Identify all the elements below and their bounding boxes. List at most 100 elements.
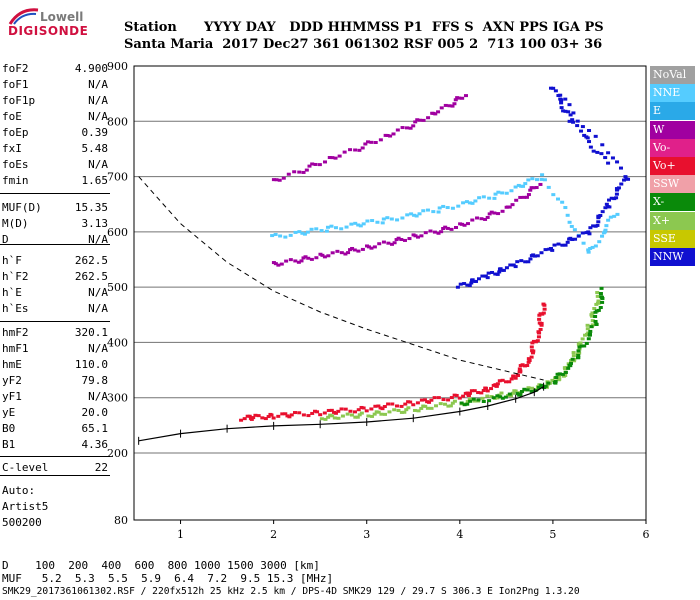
trace-point-x- (529, 389, 534, 393)
trace-point-w (453, 98, 458, 102)
trace-point-vo- (352, 410, 357, 414)
param-row-fof1: foF1 N/A (2, 78, 108, 93)
trace-point-vo- (394, 404, 399, 408)
trace-point-vo- (242, 417, 247, 421)
trace-point-w (297, 170, 302, 174)
trace-point-x- (550, 378, 555, 382)
trace-point-nne (593, 244, 598, 248)
trace-point-vo- (467, 391, 472, 395)
trace-point-nnw (563, 109, 568, 113)
trace-point-vo- (466, 394, 471, 398)
param-name: fmin (2, 174, 29, 187)
lowell-digisonde-logo: Lowell DIGISONDE (4, 4, 119, 52)
trace-point-x- (330, 414, 335, 418)
trace-point-w (346, 251, 351, 255)
trace-point-nne (612, 214, 617, 218)
trace-point-nnw (556, 242, 561, 246)
trace-point-x- (563, 370, 568, 374)
trace-point-vo- (541, 311, 546, 315)
param-row-h-f: h`F 262.5 (2, 254, 108, 269)
trace-point-x- (465, 400, 470, 404)
trace-point-x- (499, 391, 504, 395)
trace-point-w (445, 226, 450, 230)
trace-point-x- (553, 381, 558, 385)
dashed-curve (138, 176, 544, 381)
param-row-fof1p: foF1p N/A (2, 94, 108, 109)
trace-point-w (507, 205, 512, 209)
trace-point-x- (434, 404, 439, 408)
trace-point-w (443, 103, 448, 107)
trace-point-w (462, 223, 467, 227)
param-value: 1.65 (81, 174, 109, 187)
trace-point-nne (588, 246, 593, 250)
trace-point-vo- (529, 355, 534, 359)
trace-point-vo- (476, 391, 481, 395)
trace-point-w (529, 186, 534, 190)
trace-point-vo- (536, 331, 541, 335)
trace-point-x- (578, 341, 583, 345)
trace-point-x- (495, 394, 500, 398)
trace-point-nne (456, 204, 461, 208)
trace-point-nne (509, 189, 514, 193)
trace-point-w (522, 195, 527, 199)
param-value: N/A (88, 342, 108, 355)
trace-point-w (372, 245, 377, 249)
trace-point-nnw (575, 119, 580, 123)
trace-point-vo- (469, 389, 474, 393)
trace-point-vo- (530, 349, 535, 353)
param-name: fxI (2, 142, 22, 155)
trace-point-nne (361, 222, 366, 226)
trace-point-nnw (548, 247, 553, 251)
param-name: foEs (2, 158, 29, 171)
param-value: 5.48 (81, 142, 109, 155)
trace-point-nne (608, 215, 613, 219)
trace-point-nnw (609, 196, 614, 200)
trace-point-x- (402, 410, 407, 414)
trace-point-nnw (591, 224, 596, 228)
trace-point-w (309, 257, 314, 261)
trace-point-nne (615, 212, 620, 216)
y-tick-label: 200 (107, 447, 128, 460)
trace-point-x- (452, 399, 457, 403)
trace-point-w (339, 251, 344, 255)
param-name: h`F2 (2, 270, 29, 283)
trace-point-vo- (422, 398, 427, 402)
trace-point-vo- (446, 398, 451, 402)
trace-point-vo- (436, 396, 441, 400)
trace-point-w (335, 249, 340, 253)
trace-point-w (350, 246, 355, 250)
trace-point-w (439, 230, 444, 234)
trace-point-x- (336, 416, 341, 420)
trace-point-nnw (619, 182, 624, 186)
param-name: hmE (2, 358, 22, 371)
trace-point-w (369, 246, 374, 250)
trace-point-w (288, 258, 293, 262)
param-row-hme: hmE 110.0 (2, 358, 108, 373)
trace-point-w (479, 217, 484, 221)
trace-point-x- (491, 396, 496, 400)
trace-point-nnw (504, 266, 509, 270)
trace-point-vo- (348, 409, 353, 413)
trace-point-w (352, 248, 357, 252)
trace-point-nnw (576, 234, 581, 238)
trace-point-w (485, 215, 490, 219)
trace-point-x- (598, 292, 603, 296)
trace-point-nnw (603, 156, 608, 160)
trace-point-x- (438, 402, 443, 406)
trace-point-vo- (289, 413, 294, 417)
param-name: C-level (2, 461, 49, 474)
trace-point-w (465, 222, 470, 226)
trace-point-x- (577, 351, 582, 355)
trace-point-w (432, 230, 437, 234)
param-value: 4.36 (81, 438, 109, 451)
trace-point-vo- (287, 415, 292, 419)
trace-point-x- (412, 408, 417, 412)
trace-point-w (452, 102, 457, 106)
trace-point-x- (584, 341, 589, 345)
trace-point-x- (589, 313, 594, 317)
trace-point-vo- (504, 380, 509, 384)
trace-point-vo- (333, 411, 338, 415)
trace-point-w (327, 156, 332, 160)
param-name: h`E (2, 286, 22, 299)
